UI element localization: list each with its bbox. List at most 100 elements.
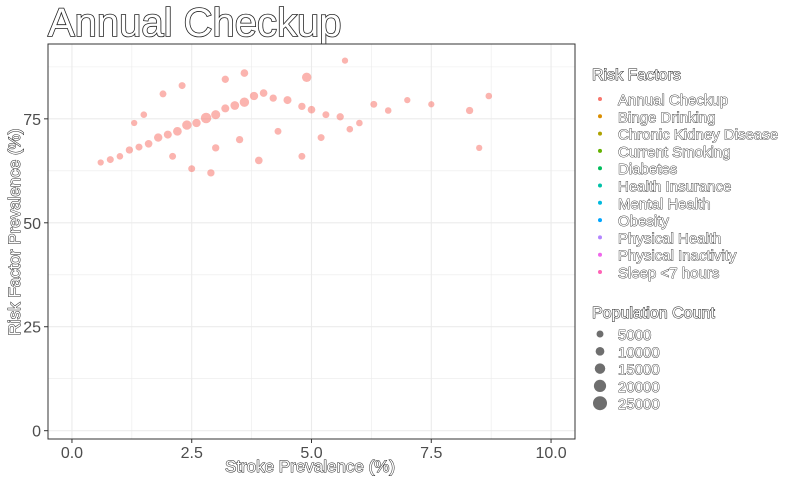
legend-key-dot — [598, 218, 602, 223]
data-point — [274, 127, 282, 135]
data-point — [239, 97, 250, 107]
y-axis-label: Risk Factor Prevalence (%) — [5, 129, 24, 336]
data-point — [135, 143, 143, 151]
legend-size-label: 25000 — [618, 396, 660, 413]
data-point — [428, 101, 435, 108]
data-point — [240, 69, 249, 77]
chart-title: Annual Checkup — [48, 1, 342, 45]
data-point — [249, 91, 259, 101]
legend-item-label: Mental Health — [618, 196, 711, 213]
data-point — [192, 118, 201, 128]
legend-item-label: Binge Drinking — [618, 109, 716, 126]
data-point — [159, 90, 167, 98]
data-point — [404, 96, 411, 104]
data-point — [140, 111, 148, 118]
legend-key-dot — [598, 235, 602, 240]
data-point — [212, 144, 220, 152]
legend-title-risk-factors: Risk Factors — [592, 67, 681, 84]
legend-item-label: Diabetes — [618, 161, 677, 178]
legend-item-label: Physical Health — [618, 230, 721, 247]
data-point — [465, 106, 474, 115]
data-point — [178, 82, 186, 90]
x-axis-label: Stroke Prevalence (%) — [225, 457, 395, 476]
legend-population-count: Population Count 50001000015000200002500… — [592, 305, 716, 414]
data-point — [356, 119, 363, 127]
data-point — [154, 133, 163, 142]
legend-item-label: Sleep <7 hours — [618, 265, 719, 282]
y-tick-label: 25 — [23, 320, 41, 337]
x-tick-label: 10.0 — [535, 445, 566, 462]
legend-key-dot — [598, 200, 602, 205]
legend-key-dot — [598, 97, 602, 101]
data-point — [341, 57, 349, 64]
data-point — [298, 152, 306, 160]
data-point — [221, 104, 230, 113]
legend-title-population-count: Population Count — [592, 305, 715, 322]
x-tick-label: 7.5 — [420, 445, 442, 462]
data-point — [230, 101, 240, 110]
data-point — [346, 125, 354, 133]
data-point — [188, 165, 196, 173]
data-point — [125, 146, 134, 154]
y-tick-label: 75 — [23, 112, 41, 129]
legend-item-label: Obesity — [618, 213, 669, 230]
y-tick-label: 0 — [32, 424, 41, 441]
legend-item-label: Current Smoking — [618, 144, 731, 161]
data-point — [169, 152, 177, 160]
data-point — [307, 105, 316, 114]
x-tick-label: 2.5 — [181, 445, 203, 462]
data-point — [163, 130, 172, 139]
data-point — [298, 102, 306, 111]
data-point — [370, 100, 378, 108]
data-point — [173, 126, 182, 136]
data-point — [269, 94, 277, 102]
data-point — [221, 75, 229, 83]
legend-size-dot — [595, 346, 605, 356]
legend-size-dot — [596, 330, 604, 338]
legend-key-dot — [598, 148, 602, 153]
legend-key-dot — [598, 131, 602, 136]
legend-size-label: 20000 — [618, 379, 660, 396]
legend-size-dot — [593, 379, 607, 393]
data-point — [336, 113, 344, 121]
data-point — [317, 134, 325, 142]
data-point — [106, 156, 114, 164]
data-point — [182, 120, 192, 130]
legend-key-dot — [598, 114, 602, 119]
legend-size-label: 10000 — [618, 344, 660, 361]
data-point — [116, 153, 124, 160]
data-point — [384, 107, 392, 114]
data-point — [144, 139, 153, 148]
legend-item-label: Chronic Kidney Disease — [618, 127, 778, 144]
data-point — [200, 112, 212, 124]
y-tick-label: 50 — [23, 216, 41, 233]
y-axis-ticks: 0 25 50 75 — [23, 112, 48, 441]
data-point — [131, 119, 138, 127]
legend-size-label: 15000 — [618, 362, 660, 379]
data-point — [254, 156, 263, 165]
data-point — [322, 111, 330, 119]
legend-key-dot — [598, 270, 602, 274]
data-point — [211, 110, 221, 120]
data-point — [485, 92, 493, 100]
legend-item-label: Physical Inactivity — [618, 248, 737, 265]
legend-key-dot — [598, 166, 602, 171]
legend-item-label: Annual Checkup — [618, 92, 728, 109]
x-tick-label: 0.0 — [61, 445, 83, 462]
data-point — [476, 144, 483, 152]
data-point — [97, 159, 104, 166]
legend-size-dot — [593, 396, 607, 411]
data-point — [235, 135, 244, 144]
x-tick-label: 5.0 — [300, 445, 322, 462]
legend-size-label: 5000 — [618, 327, 651, 344]
data-points — [97, 57, 493, 177]
data-point — [207, 169, 215, 177]
grid-lines — [48, 44, 575, 439]
x-axis-ticks: 0.0 2.5 5.0 7.5 10.0 — [61, 439, 567, 462]
data-point — [301, 72, 312, 83]
data-point — [283, 96, 292, 105]
legend-size-dot — [594, 363, 606, 374]
legend-key-dot — [598, 183, 602, 188]
